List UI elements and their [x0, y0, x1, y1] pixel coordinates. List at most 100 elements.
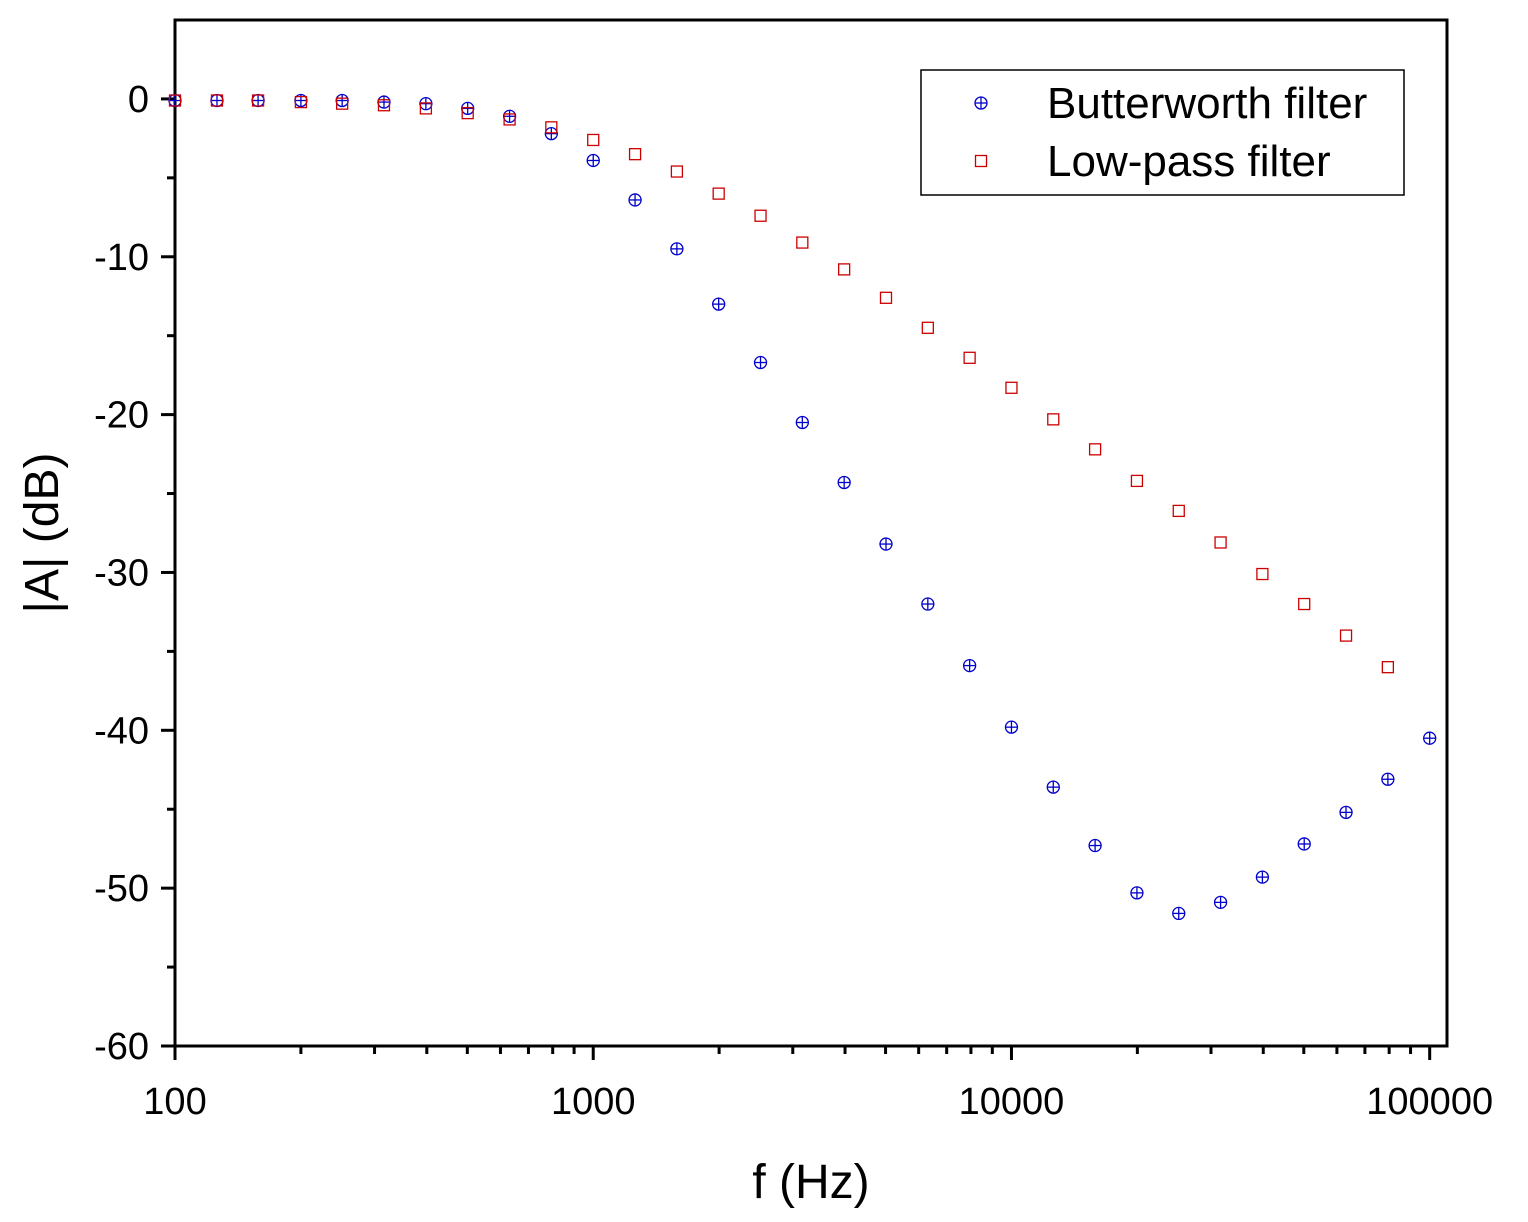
data-point [670, 165, 684, 178]
y-tick-label: -10 [94, 237, 149, 279]
y-tick-label: -30 [94, 552, 149, 594]
data-point [419, 97, 433, 111]
data-point [963, 351, 976, 364]
data-point [879, 291, 893, 304]
data-point [754, 209, 767, 222]
marker-square [461, 106, 474, 120]
data-point [1130, 474, 1144, 488]
data-point [628, 193, 642, 207]
marker-square [503, 113, 516, 126]
data-point [461, 106, 474, 120]
legend: Butterworth filter Low-pass filter [920, 69, 1405, 196]
y-tick-label: 0 [128, 79, 149, 121]
legend-label-low-pass: Low-pass filter [1047, 137, 1331, 186]
y-tick-label: -40 [94, 710, 149, 752]
data-point [461, 101, 475, 116]
data-point [502, 109, 517, 123]
data-point [1172, 504, 1185, 518]
data-point [712, 187, 725, 200]
data-points [168, 93, 1437, 921]
data-point [838, 263, 851, 276]
legend-marker-butterworth [974, 96, 988, 110]
plot-frame [173, 18, 1449, 1048]
data-point [377, 95, 391, 109]
data-point [1213, 895, 1228, 910]
marker-square [838, 263, 851, 276]
data-point [1214, 536, 1227, 549]
data-point [1339, 805, 1353, 820]
data-point [1004, 720, 1019, 734]
marker-square [1339, 629, 1353, 642]
data-point [294, 95, 308, 109]
data-point [168, 94, 182, 107]
marker-square [587, 133, 600, 147]
marker-square [796, 236, 809, 249]
data-point [1046, 780, 1060, 794]
legend-label-butterworth: Butterworth filter [1047, 79, 1367, 128]
data-point [1088, 838, 1102, 853]
marker-square [336, 97, 349, 110]
data-point [545, 121, 558, 134]
data-point [1297, 837, 1311, 851]
data-point [503, 113, 516, 126]
data-point [1381, 661, 1395, 674]
marker-square [1130, 474, 1144, 488]
data-point [210, 93, 224, 108]
data-point [586, 153, 600, 168]
marker-square [963, 351, 976, 364]
data-point [921, 321, 934, 334]
x-tick-label: 1000 [551, 1081, 636, 1123]
data-point [1423, 731, 1437, 745]
marker-square [1256, 567, 1269, 581]
marker-square [1005, 381, 1018, 394]
data-point [336, 97, 349, 110]
y-tick-label: -20 [94, 395, 149, 437]
data-point [1005, 381, 1018, 394]
data-point [1172, 906, 1186, 921]
data-point [1256, 567, 1269, 581]
marker-square [628, 148, 642, 161]
y-axis-tick-labels: 0 -10 -20 -30 -40 -50 -60 [94, 79, 149, 1068]
data-point [712, 297, 726, 311]
marker-square [377, 99, 391, 112]
x-axis-title: f (Hz) [752, 1156, 869, 1209]
marker-square [168, 94, 182, 107]
x-tick-label: 100 [143, 1081, 206, 1123]
data-point [1047, 413, 1060, 426]
marker-square [1088, 443, 1102, 456]
marker-square [1214, 536, 1227, 549]
data-point [419, 102, 433, 115]
data-point [628, 148, 642, 161]
data-point [544, 126, 558, 141]
legend-marker-glyph [974, 154, 988, 168]
data-point [251, 94, 265, 107]
marker-square [974, 154, 988, 168]
marker-square [754, 209, 767, 222]
legend-box [920, 69, 1405, 196]
data-point [168, 93, 182, 108]
marker-square [1172, 504, 1185, 518]
marker-square [1047, 413, 1060, 426]
data-point [837, 475, 851, 490]
series-butterworth [168, 93, 1437, 921]
data-point [1130, 886, 1144, 900]
x-axis-ticks [173, 1046, 1432, 1060]
x-tick-label: 100000 [1366, 1081, 1493, 1123]
marker-square [1381, 661, 1395, 674]
marker-square [251, 94, 265, 107]
data-point [251, 93, 265, 108]
legend-marker-glyph [974, 96, 988, 110]
data-point [879, 537, 893, 551]
data-point [210, 94, 224, 107]
data-point [587, 133, 600, 147]
y-axis-ticks [161, 97, 175, 1048]
data-point [753, 355, 768, 370]
marker-square [294, 95, 308, 109]
x-tick-label: 10000 [959, 1081, 1065, 1123]
data-point [377, 99, 391, 112]
data-point [962, 658, 977, 673]
marker-square [879, 291, 893, 304]
data-point [1381, 772, 1395, 786]
legend-marker-low-pass [974, 154, 988, 168]
